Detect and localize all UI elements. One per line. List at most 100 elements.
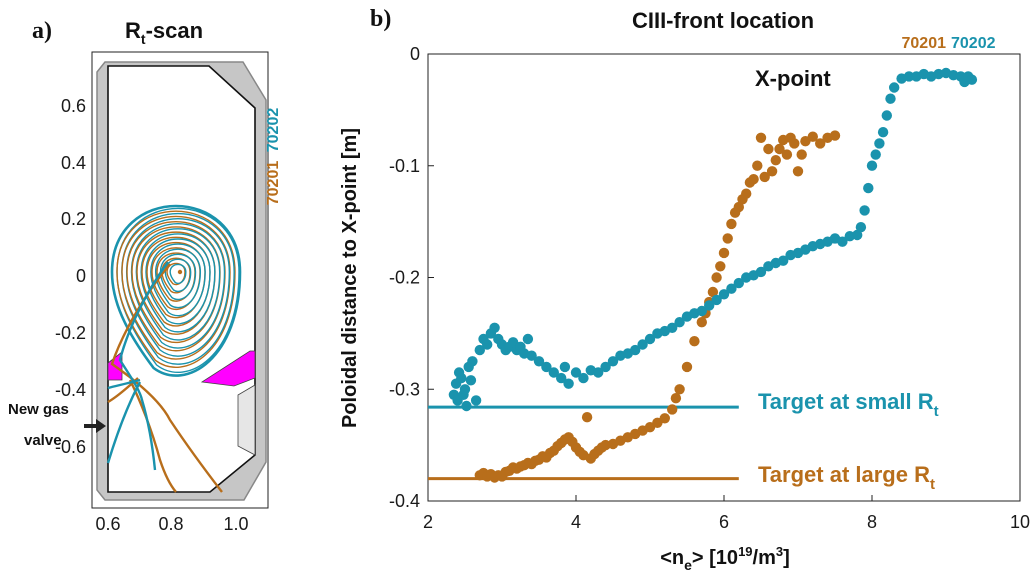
leg-blue-low (106, 381, 142, 464)
data-point-70201 (829, 130, 841, 141)
flux-surface-blue (150, 243, 206, 317)
b-xtick: 2 (423, 512, 433, 532)
data-point-70201 (752, 160, 763, 171)
data-point-70202 (541, 361, 552, 373)
panel-a-shot-blue: 70202 (265, 108, 282, 153)
data-point-70201 (774, 143, 785, 155)
data-point-70201 (763, 143, 774, 155)
data-point-70202 (533, 356, 545, 367)
target-large-label: Target at large Rt (758, 462, 935, 493)
panel-b-xlabel: <ne> [1019/m3] (660, 544, 790, 573)
data-point-70202 (755, 266, 767, 278)
data-point-70201 (715, 261, 726, 272)
flux-surface-blue (169, 263, 187, 284)
panel-a-label: a) (32, 18, 52, 44)
data-point-70202 (866, 160, 878, 171)
b-xtick: 4 (571, 512, 581, 532)
data-point-70202 (726, 283, 737, 294)
panel-a-axes (91, 51, 269, 509)
data-point-70202 (711, 294, 722, 306)
flux-surface-blue (130, 223, 226, 349)
data-point-70202 (863, 182, 874, 194)
data-point-70201 (759, 171, 770, 183)
leg-orange-low (128, 379, 177, 493)
data-point-70201 (689, 336, 700, 347)
gas-valve-label-1: New gas (8, 401, 69, 418)
xpoint-label: X-point (755, 66, 831, 91)
a-ytick-3: 0 (76, 266, 86, 286)
data-point-70202 (559, 361, 571, 373)
data-point-70202 (644, 333, 656, 345)
data-point-70201 (789, 138, 800, 149)
panel-b-shot-blue: 70202 (951, 35, 996, 52)
data-point-70202 (570, 367, 582, 378)
data-point-70202 (456, 372, 467, 384)
data-point-70202 (465, 375, 477, 386)
data-point-70202 (563, 378, 574, 389)
data-point-70201 (681, 361, 693, 373)
panel-a-shot-orange: 70201 (265, 161, 282, 206)
data-point-70201 (718, 247, 730, 259)
b-ytick: 0 (410, 44, 420, 64)
a-ytick-1: 0.4 (61, 153, 86, 173)
data-point-70202 (593, 367, 604, 378)
data-point-70201 (807, 131, 818, 142)
b-ytick: -0.2 (389, 268, 420, 288)
data-point-70202 (470, 395, 482, 406)
a-ytick-5: -0.4 (55, 380, 86, 400)
data-point-70202 (881, 110, 892, 121)
a-ytick-0: 0.6 (61, 96, 86, 116)
leg-blue-inner (107, 378, 141, 390)
data-point-70202 (704, 300, 715, 311)
a-ytick-6: -0.6 (55, 437, 86, 457)
gas-valve-label-2: valve (24, 432, 62, 449)
data-point-70202 (526, 350, 537, 361)
flux-surface-orange (121, 215, 231, 360)
data-point-70202 (630, 344, 641, 356)
panel-b: b) CIII-front location 70201 70202 0 -0.1… (339, 6, 1030, 573)
data-point-70202 (874, 138, 885, 149)
data-point-70202 (870, 149, 881, 160)
b-ytick: -0.4 (389, 491, 420, 511)
flux-surface-orange (116, 210, 236, 368)
b-xtick: 10 (1010, 512, 1030, 532)
data-point-70201 (748, 174, 759, 185)
data-point-70202 (474, 344, 485, 356)
data-point-70202 (482, 339, 493, 350)
data-point-70201 (781, 149, 793, 160)
data-point-70201 (722, 233, 733, 244)
a-xtick-2: 1.0 (223, 514, 248, 534)
data-point-70201 (755, 132, 767, 143)
data-points (448, 67, 978, 483)
data-point-70202 (461, 400, 472, 412)
panel-b-title: CIII-front location (632, 8, 814, 33)
flux-surface-blue (121, 213, 235, 365)
data-point-70201 (674, 384, 685, 395)
panel-a-x-ticks: 0.6 0.8 1.0 (95, 514, 248, 534)
panel-b-ylabel: Poloidal distance to X-point [m] (339, 128, 361, 428)
flux-surface-blue (145, 238, 211, 325)
data-point-70202 (885, 93, 896, 104)
a-ytick-2: 0.2 (61, 209, 86, 229)
data-point-70202 (667, 322, 678, 333)
data-point-70202 (852, 229, 863, 241)
data-point-70201 (766, 166, 778, 177)
data-point-70201 (726, 218, 737, 230)
flux-surface-blue (140, 233, 216, 333)
data-point-70201 (707, 286, 719, 298)
data-point-70201 (670, 393, 682, 404)
data-point-70201 (733, 201, 744, 213)
b-ytick: -0.3 (389, 379, 420, 399)
data-point-70202 (607, 356, 619, 367)
flux-surface-blue (125, 217, 231, 357)
panel-a: a) Rt-scan New gas valve 70202 70201 (8, 18, 282, 534)
b-ytick: -0.1 (389, 156, 420, 176)
gas-valve-arrow-icon (96, 419, 106, 433)
data-point-70202 (778, 255, 789, 266)
data-point-70202 (966, 74, 978, 85)
panel-a-title: Rt-scan (125, 18, 203, 47)
data-point-70202 (578, 372, 589, 384)
data-point-70202 (733, 277, 744, 289)
panel-a-y-ticks: 0.6 0.4 0.2 0 -0.2 -0.4 -0.6 (55, 96, 86, 457)
